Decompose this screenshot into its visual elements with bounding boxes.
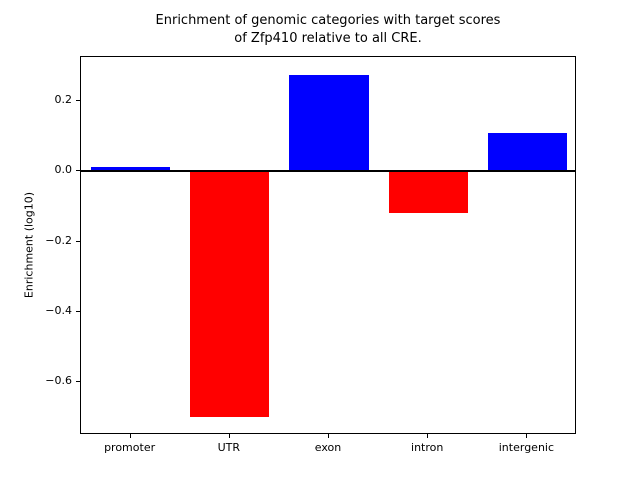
x-tick-label-promoter: promoter (104, 441, 156, 454)
x-tick-label-UTR: UTR (217, 441, 240, 454)
y-tick-mark (76, 240, 80, 242)
x-tick-mark (328, 434, 329, 438)
y-tick-label: −0.4 (45, 303, 72, 317)
bar-UTR (190, 171, 270, 418)
bar-intergenic (487, 132, 568, 172)
chart-title-line-1: Enrichment of genomic categories with ta… (155, 13, 501, 28)
bar-intron (388, 171, 468, 214)
x-tick-label-intergenic: intergenic (498, 441, 555, 454)
x-tick-mark (427, 434, 429, 438)
bar-exon (289, 74, 369, 172)
y-tick-mark (76, 310, 80, 312)
chart-title-line-2: of Zfp410 relative to all CRE. (234, 31, 422, 46)
y-tick-mark (76, 170, 80, 172)
y-tick-label: 0.0 (54, 163, 73, 177)
x-tick-label-exon: exon (314, 441, 342, 454)
x-tick-mark (129, 434, 131, 438)
y-tick-mark (76, 381, 80, 383)
x-tick-label-intron: intron (411, 441, 444, 454)
chart-title: Enrichment of genomic categories with ta… (80, 12, 576, 48)
y-tick-label: −0.6 (45, 374, 72, 388)
y-tick-mark (76, 99, 80, 101)
y-tick-label: 0.2 (54, 92, 73, 106)
zero-line (81, 170, 575, 173)
plot-area (80, 56, 576, 434)
x-tick-mark (526, 434, 528, 438)
bar-promoter (90, 166, 171, 172)
x-tick-mark (228, 434, 230, 438)
y-tick-label: −0.2 (45, 233, 72, 247)
